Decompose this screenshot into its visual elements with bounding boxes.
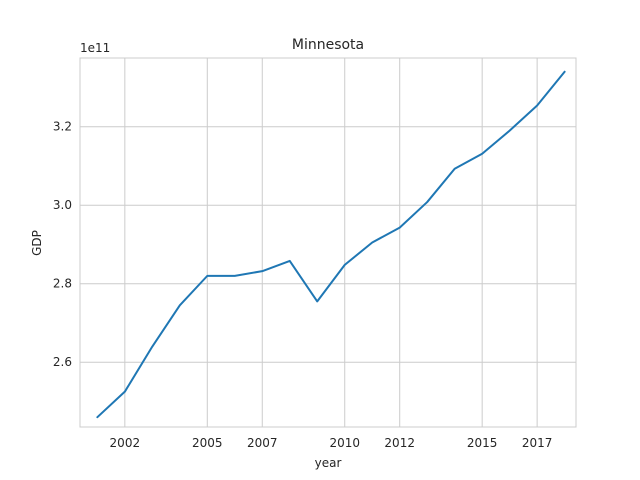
x-tick-label: 2007 (247, 436, 278, 450)
y-tick-label: 3.2 (53, 120, 72, 134)
x-axis-label: year (315, 456, 342, 470)
grid (80, 58, 576, 427)
x-tick-label: 2015 (467, 436, 498, 450)
plot-frame (79, 57, 577, 428)
y-offset-label: 1e11 (80, 41, 110, 55)
x-tick-label: 2012 (384, 436, 415, 450)
x-tick-label: 2010 (329, 436, 360, 450)
x-tick-labels: 2002 2005 2007 2010 2012 2015 2017 (110, 436, 553, 450)
y-tick-label: 2.6 (53, 355, 72, 369)
x-tick-label: 2017 (522, 436, 553, 450)
y-tick-label: 3.0 (53, 198, 72, 212)
y-tick-labels: 2.6 2.8 3.0 3.2 (53, 120, 72, 370)
chart-title: Minnesota (292, 37, 364, 53)
y-tick-label: 2.8 (53, 277, 72, 291)
x-tick-label: 2002 (110, 436, 141, 450)
x-tick-label: 2005 (192, 436, 223, 450)
y-axis-label: GDP (30, 230, 44, 256)
series-layer (96, 70, 566, 419)
series-line (96, 70, 566, 419)
plot-area (80, 58, 576, 427)
